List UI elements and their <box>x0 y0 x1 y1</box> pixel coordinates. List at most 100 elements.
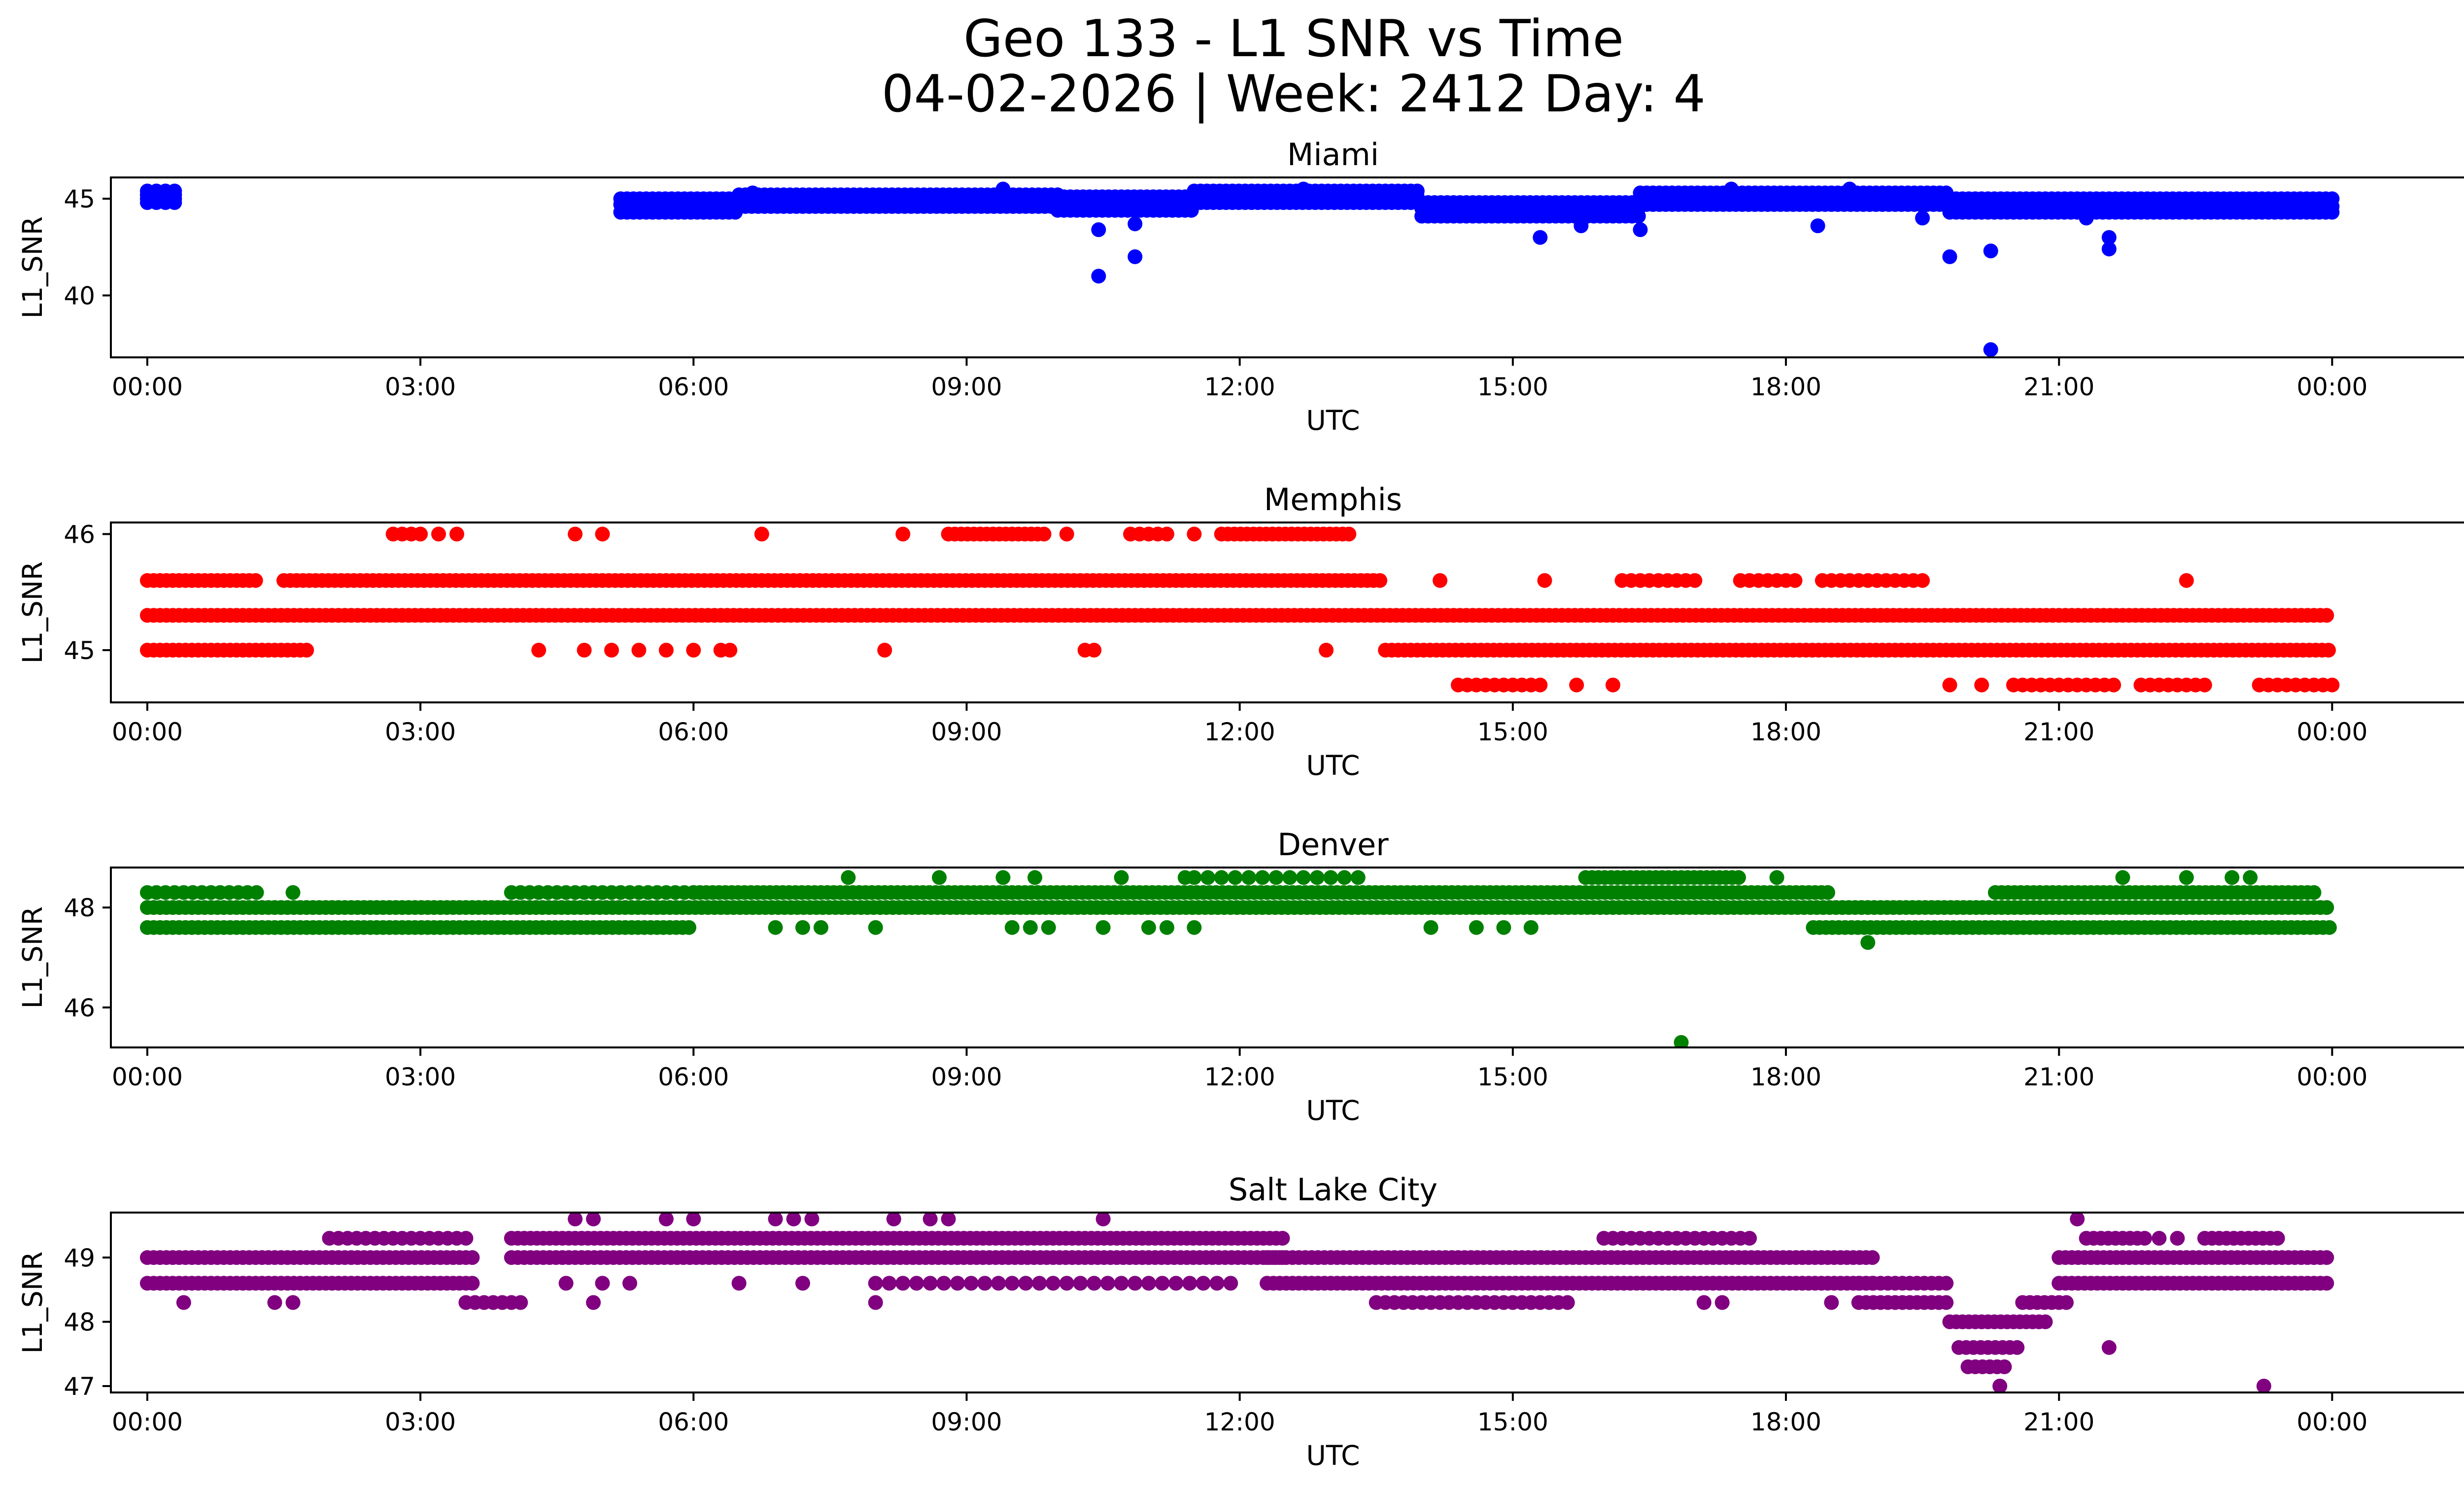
data-point <box>1724 181 1739 197</box>
data-point <box>1059 526 1074 542</box>
data-point <box>1128 1276 1143 1291</box>
data-point <box>622 1276 637 1291</box>
data-point <box>1992 1379 2008 1392</box>
data-point <box>686 1213 701 1226</box>
data-point <box>1268 870 1284 885</box>
data-point <box>1997 1359 2012 1374</box>
data-point <box>1036 526 1052 542</box>
x-axis-label: UTC <box>1306 1440 1360 1471</box>
data-point <box>1091 269 1106 284</box>
data-point <box>1141 920 1156 935</box>
data-point <box>868 1276 883 1291</box>
data-point <box>768 920 783 935</box>
y-axis-label: L1_SNR <box>17 216 48 318</box>
data-point <box>895 526 911 542</box>
data-point <box>1296 181 1311 197</box>
data-point <box>1141 1276 1156 1291</box>
x-tick-label: 00:00 <box>112 1408 183 1436</box>
data-point <box>2079 210 2094 226</box>
data-point <box>1087 643 1102 658</box>
data-point <box>1983 342 1998 357</box>
plot-frame <box>110 867 2464 1048</box>
data-point <box>2038 1314 2053 1329</box>
y-axis-label: L1_SNR <box>17 906 48 1008</box>
data-point <box>1282 870 1298 885</box>
x-tick-label: 06:00 <box>658 373 729 401</box>
data-point <box>1769 870 1784 885</box>
y-tick-label: 48 <box>64 1308 95 1337</box>
data-point <box>2010 1340 2025 1355</box>
x-tick-label: 15:00 <box>1477 373 1548 401</box>
x-tick-label: 00:00 <box>2296 373 2367 401</box>
data-point <box>1942 249 1957 264</box>
data-point <box>1177 870 1193 885</box>
data-point <box>2256 1379 2271 1392</box>
data-point <box>431 526 446 542</box>
data-point <box>1860 935 1876 950</box>
data-point <box>2101 242 2117 257</box>
data-point <box>731 1276 747 1291</box>
data-point <box>1004 1276 1020 1291</box>
data-point <box>558 1276 574 1291</box>
data-point <box>886 1213 901 1226</box>
x-tick-label: 03:00 <box>385 718 456 746</box>
data-point <box>1073 1276 1088 1291</box>
data-point <box>1095 1213 1111 1226</box>
data-point <box>1915 210 1930 226</box>
x-axis-label: UTC <box>1306 405 1360 436</box>
data-point <box>1742 1231 1757 1246</box>
y-axis-label: L1_SNR <box>17 561 48 663</box>
x-tick-label: 18:00 <box>1750 1408 1821 1436</box>
data-point <box>1128 249 1143 264</box>
data-point <box>868 1295 883 1310</box>
data-point <box>249 885 264 900</box>
x-axis-label: UTC <box>1306 1095 1360 1126</box>
data-point <box>786 1213 801 1226</box>
data-point <box>1915 573 1930 588</box>
data-point <box>1560 1295 1575 1310</box>
data-point <box>568 526 583 542</box>
x-tick-label: 09:00 <box>931 373 1002 401</box>
subplot-0: Miami 00:00 03:00 06:00 09:00 12:00 15:00 18:00… <box>17 137 2464 436</box>
data-point <box>1041 920 1056 935</box>
data-point <box>1182 1276 1198 1291</box>
data-point <box>577 643 592 658</box>
data-point <box>2224 870 2240 885</box>
data-point <box>1569 677 1584 693</box>
data-point <box>795 1276 810 1291</box>
data-point <box>2322 920 2337 935</box>
data-point <box>2106 677 2122 693</box>
x-tick-label: 03:00 <box>385 373 456 401</box>
data-point <box>1159 526 1174 542</box>
data-point <box>995 181 1011 197</box>
x-tick-label: 00:00 <box>2296 718 2367 746</box>
x-tick-label: 15:00 <box>1477 718 1548 746</box>
data-point <box>909 1276 924 1291</box>
data-point <box>267 1295 282 1310</box>
data-point <box>795 920 810 935</box>
data-point <box>1824 1295 1839 1310</box>
data-point <box>586 1295 601 1310</box>
data-point <box>877 643 892 658</box>
data-point <box>2137 1231 2152 1246</box>
data-point <box>658 643 674 658</box>
x-tick-label: 12:00 <box>1204 1408 1275 1436</box>
data-point <box>1241 870 1257 885</box>
data-point <box>1100 1276 1115 1291</box>
y-tick-label: 45 <box>64 636 95 665</box>
data-point <box>2152 1231 2167 1246</box>
data-point <box>1046 1276 1061 1291</box>
data-points <box>139 181 2340 357</box>
x-tick-label: 21:00 <box>2023 373 2094 401</box>
data-point <box>1337 870 1352 885</box>
data-point <box>1214 870 1229 885</box>
x-tick-label: 15:00 <box>1477 1063 1548 1091</box>
data-point <box>754 526 769 542</box>
subplot-title: Memphis <box>1264 482 1402 518</box>
data-point <box>176 1295 191 1310</box>
data-point <box>2325 677 2340 693</box>
data-point <box>248 573 263 588</box>
data-point <box>595 526 610 542</box>
x-tick-label: 15:00 <box>1477 1408 1548 1436</box>
x-tick-label: 21:00 <box>2023 1408 2094 1436</box>
